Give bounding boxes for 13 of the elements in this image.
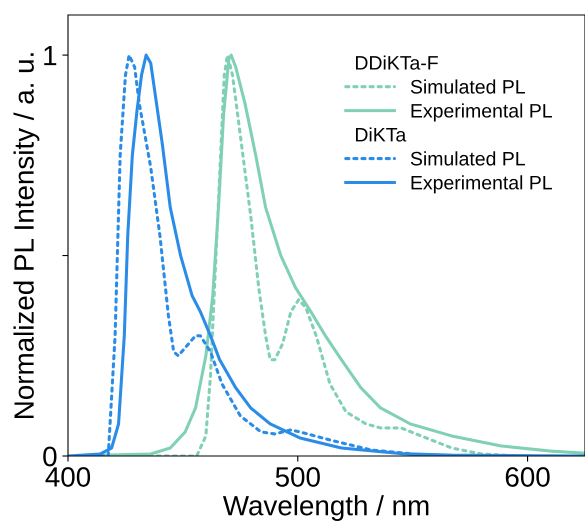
x-tick-label: 500 bbox=[276, 467, 320, 487]
x-tick-label: 400 bbox=[45, 467, 90, 487]
y-tick-label: 1 bbox=[44, 46, 56, 66]
y-tick-label: 0 bbox=[43, 446, 56, 466]
x-tick-label: 600 bbox=[506, 467, 550, 487]
legend-label: Simulated PL bbox=[410, 79, 525, 94]
legend-label: Experimental PL bbox=[412, 175, 552, 194]
annotation: DiKTa bbox=[356, 127, 406, 142]
legend-label: Experimental PL bbox=[412, 103, 552, 122]
annotation: DDiKTa-F bbox=[356, 55, 438, 70]
y-axis-title: Normalized PL Intensity / a. u. bbox=[13, 53, 40, 418]
legend-label: Simulated PL bbox=[410, 151, 525, 166]
x-axis-title: Wavelength / nm bbox=[222, 495, 428, 521]
